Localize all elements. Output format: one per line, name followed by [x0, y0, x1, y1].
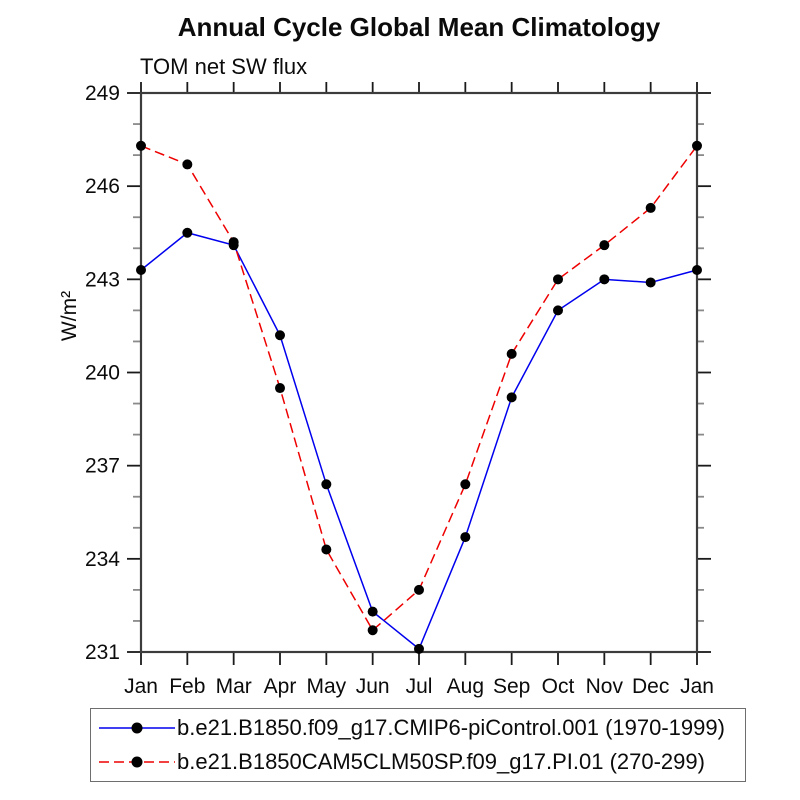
data-point-marker	[136, 140, 146, 151]
data-point-marker	[321, 544, 332, 555]
y-tick-label: 249	[85, 82, 120, 105]
y-tick-label: 243	[85, 268, 120, 291]
data-point-marker	[553, 305, 563, 316]
x-tick-label: May	[306, 675, 346, 698]
data-point-marker	[692, 265, 702, 276]
data-point-marker	[506, 348, 517, 359]
legend-marker-0	[131, 722, 143, 734]
data-point-marker	[182, 227, 193, 238]
data-point-marker	[414, 643, 424, 654]
legend-item: b.e21.B1850.f09_g17.CMIP6-piControl.001 …	[93, 713, 743, 743]
series-line-1	[140, 145, 698, 632]
legend: b.e21.B1850.f09_g17.CMIP6-piControl.001 …	[90, 708, 746, 782]
data-point-marker	[367, 606, 378, 617]
y-axis-tick-labels: 231 234 237 240 243 246 249	[85, 82, 120, 664]
chart-subtitle: TOM net SW flux	[140, 54, 308, 79]
y-tick-label: 240	[85, 362, 120, 385]
x-axis-tick-labels: Jan Feb Mar Apr May Jun Jul Aug Sep Oct Nov Dec Jan	[124, 675, 714, 698]
x-tick-label: Aug	[447, 675, 484, 698]
legend-label-series-1: b.e21.B1850CAM5CLM50SP.f09_g17.PI.01 (27…	[177, 749, 705, 774]
data-point-marker	[553, 274, 563, 285]
legend-marker-1	[131, 756, 143, 768]
y-tick-label: 237	[85, 455, 120, 478]
x-tick-label: Sep	[493, 675, 530, 698]
legend-item: b.e21.B1850CAM5CLM50SP.f09_g17.PI.01 (27…	[93, 747, 743, 777]
axis-ticks	[127, 82, 711, 665]
x-tick-label: Jan	[124, 675, 158, 698]
data-point-marker	[692, 140, 702, 151]
plot-frame	[139, 91, 699, 654]
legend-line-sample-series-0	[99, 722, 175, 734]
data-point-marker	[182, 159, 193, 170]
legend-line-sample-series-1	[99, 756, 175, 768]
data-point-marker	[228, 237, 239, 248]
data-point-marker	[460, 532, 471, 543]
x-tick-label: Jun	[356, 675, 390, 698]
series-1	[136, 140, 702, 636]
x-tick-label: Feb	[169, 675, 205, 698]
data-point-marker	[321, 479, 332, 490]
data-point-marker	[506, 392, 517, 403]
data-point-marker	[136, 265, 146, 276]
x-tick-label: Jul	[406, 675, 433, 698]
x-tick-label: Dec	[632, 675, 669, 698]
data-point-marker	[414, 584, 424, 595]
y-tick-label: 234	[85, 548, 120, 571]
y-tick-label: 231	[85, 641, 120, 664]
data-point-marker	[460, 479, 471, 490]
data-point-marker	[645, 202, 656, 213]
chart-title: Annual Cycle Global Mean Climatology	[177, 12, 661, 42]
data-point-marker	[599, 240, 610, 251]
x-tick-label: Oct	[542, 675, 575, 698]
x-tick-label: Jan	[680, 675, 714, 698]
x-tick-label: Nov	[586, 675, 624, 698]
x-tick-label: Apr	[264, 675, 297, 698]
y-tick-label: 246	[85, 175, 120, 198]
data-point-marker	[275, 383, 285, 394]
data-point-marker	[367, 625, 378, 636]
legend-label-series-0: b.e21.B1850.f09_g17.CMIP6-piControl.001 …	[177, 715, 725, 740]
data-point-marker	[599, 274, 610, 285]
x-tick-label: Mar	[216, 675, 252, 698]
data-point-marker	[645, 277, 656, 288]
data-point-marker	[275, 330, 285, 341]
